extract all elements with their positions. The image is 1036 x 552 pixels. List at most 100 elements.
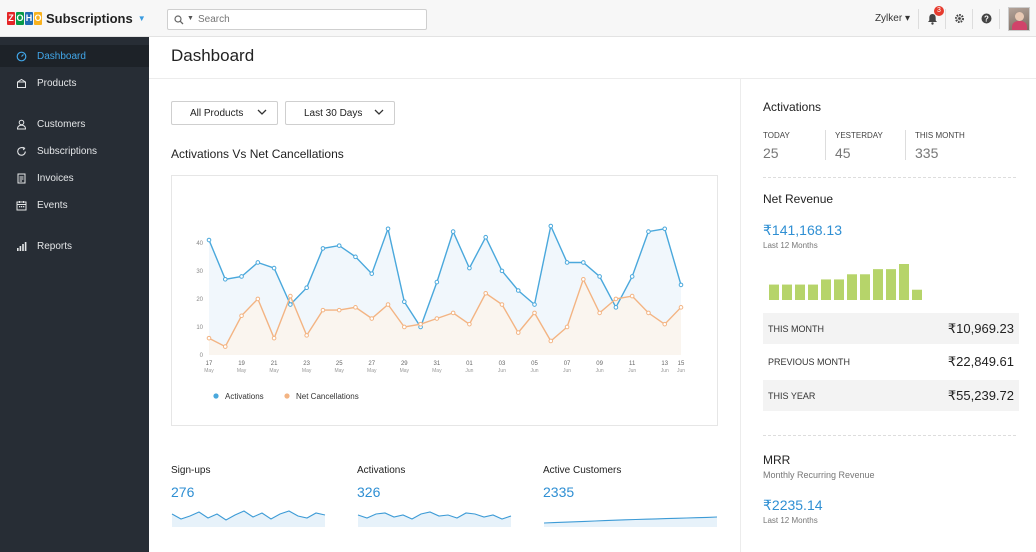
revenue-bar	[782, 284, 792, 300]
data-point	[369, 316, 375, 321]
net-revenue-amount: ₹141,168.13	[763, 222, 842, 238]
x-tick-label: 27	[368, 361, 375, 367]
revenue-row-label: THIS MONTH	[768, 323, 824, 334]
activations-vs-cancellations-chart: 01020304017May19May21May23May25May27May2…	[196, 223, 685, 401]
data-point	[450, 310, 456, 316]
products-icon	[16, 78, 27, 89]
divider	[825, 130, 826, 160]
y-tick-label: 0	[200, 353, 204, 359]
divider	[905, 130, 906, 160]
x-tick-label: 03	[499, 361, 506, 367]
data-point	[320, 246, 326, 251]
net-revenue-period: Last 12 Months	[763, 241, 818, 250]
invoices-icon	[16, 173, 27, 184]
x-tick-label: 05	[531, 361, 538, 367]
notifications-button[interactable]: 3	[919, 0, 945, 37]
x-tick-label: 19	[238, 361, 245, 367]
sidebar-item-invoices[interactable]: Invoices	[0, 167, 149, 189]
data-point	[255, 260, 261, 265]
revenue-bar	[834, 279, 844, 300]
data-point	[402, 299, 407, 305]
search-scope-caret-icon[interactable]: ▼	[187, 15, 194, 22]
app-switcher[interactable]: Z O H O Subscriptions ▼	[7, 10, 146, 27]
legend-marker	[284, 393, 290, 399]
sidebar-item-products[interactable]: Products	[0, 72, 149, 94]
x-tick-label: May	[334, 368, 344, 374]
data-point	[629, 274, 635, 279]
data-point	[581, 260, 586, 265]
data-point	[222, 344, 228, 349]
user-menu[interactable]: Zylker ▾	[874, 13, 910, 24]
sidebar: Dashboard Products Customers Subscriptio…	[0, 37, 149, 552]
data-point	[467, 265, 472, 271]
sidebar-item-events[interactable]: Events	[0, 194, 149, 216]
revenue-row-value: ₹22,849.61	[947, 353, 1014, 369]
data-point	[678, 305, 684, 310]
settings-button[interactable]	[946, 0, 972, 37]
data-point	[271, 335, 277, 341]
data-point	[613, 305, 619, 310]
x-tick-label: May	[432, 368, 442, 374]
activations-month-label: THIS MONTH	[915, 131, 965, 140]
activations-yesterday-value: 45	[835, 145, 851, 161]
data-point	[564, 260, 570, 265]
sidebar-item-reports[interactable]: Reports	[0, 235, 149, 257]
divider	[999, 8, 1000, 29]
data-point	[336, 307, 342, 313]
data-point	[515, 288, 521, 293]
data-point	[581, 276, 586, 282]
sidebar-item-dashboard[interactable]: Dashboard	[0, 45, 149, 67]
divider	[918, 8, 919, 29]
sidebar-item-label: Customers	[37, 118, 86, 130]
search-input[interactable]	[198, 14, 398, 25]
data-point	[239, 313, 244, 319]
revenue-bar	[808, 284, 818, 300]
sidebar-item-customers[interactable]: Customers	[0, 113, 149, 135]
sparkline-area	[544, 517, 717, 527]
revenue-row-previous-month: PREVIOUS MONTH ₹22,849.61	[763, 346, 1019, 377]
sidebar-item-subscriptions[interactable]: Subscriptions	[0, 140, 149, 162]
legend-marker	[213, 393, 219, 399]
revenue-bar	[769, 284, 779, 300]
page-header: Dashboard	[149, 37, 1036, 79]
period-filter-dropdown[interactable]: Last 30 Days	[285, 101, 395, 125]
x-tick-label: Jun	[628, 368, 636, 374]
data-point	[385, 226, 391, 232]
revenue-bar	[886, 269, 896, 300]
x-tick-label: Jun	[596, 368, 604, 374]
data-point	[483, 291, 488, 296]
logo-letter: H	[25, 12, 33, 25]
avatar[interactable]	[1008, 6, 1030, 31]
search-box[interactable]: ▼	[167, 9, 427, 30]
data-point	[597, 274, 602, 279]
kpi-value: 2335	[543, 484, 575, 500]
data-point	[255, 296, 261, 302]
kpi-label: Sign-ups	[171, 465, 211, 476]
x-tick-label: 31	[434, 361, 441, 367]
data-point	[353, 254, 358, 260]
revenue-bar	[860, 274, 870, 300]
help-icon: ?	[981, 13, 991, 24]
product-filter-dropdown[interactable]: All Products	[171, 101, 278, 125]
signups-sparkline	[171, 510, 326, 527]
data-point	[646, 229, 651, 234]
x-tick-label: May	[367, 368, 377, 374]
series-line	[208, 277, 682, 348]
product-filter-value: All Products	[190, 107, 244, 119]
data-point	[467, 321, 472, 327]
x-tick-label: Jun	[465, 368, 473, 374]
data-point	[597, 310, 602, 316]
sparkline-line	[357, 511, 512, 520]
help-button[interactable]: ?	[973, 0, 999, 37]
data-point	[499, 302, 505, 307]
period-filter-value: Last 30 Days	[304, 107, 363, 119]
kpi-value: 276	[171, 484, 195, 500]
x-tick-label: Jun	[677, 368, 685, 374]
data-point	[402, 324, 407, 330]
x-tick-label: Jun	[661, 368, 669, 374]
chevron-down-icon: ▼	[137, 14, 146, 23]
search-icon[interactable]	[174, 14, 184, 25]
revenue-row-label: PREVIOUS MONTH	[768, 356, 851, 367]
revenue-bar	[873, 269, 883, 300]
mrr-subtitle: Monthly Recurring Revenue	[763, 470, 875, 480]
